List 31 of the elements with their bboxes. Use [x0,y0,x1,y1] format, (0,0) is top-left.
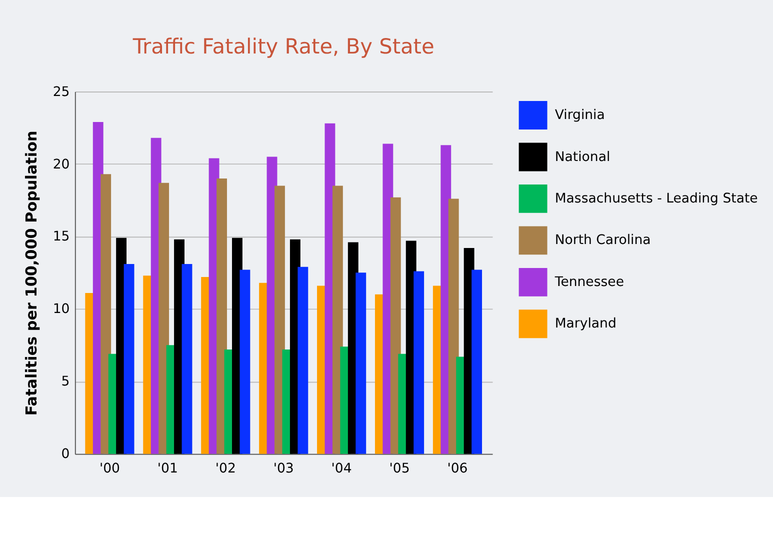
y-tick-label: 5 [61,374,70,390]
x-tick-label: '04 [331,461,352,476]
bar [356,272,366,454]
bar [298,266,308,454]
bar [240,270,250,454]
y-tick-label: 15 [52,230,70,245]
x-tick-label: '02 [215,461,236,476]
bar [216,178,227,454]
y-tick-label: 20 [52,157,70,172]
legend-label: Tennessee [554,274,624,290]
y-tick-label: 10 [52,302,70,318]
y-tick-label: 0 [61,447,70,462]
x-tick-label: '00 [99,461,120,476]
x-tick-label: '06 [447,461,468,476]
x-tick-label: '05 [389,461,410,476]
bar [182,264,192,454]
x-tick-label: '03 [273,461,294,476]
bar [414,271,424,454]
y-tick-label: 25 [52,84,70,100]
y-axis-title: Fatalities per 100,000 Population [22,130,41,416]
x-tick-label: '01 [157,461,178,476]
bar [158,182,170,454]
legend-label: Maryland [554,316,616,332]
legend-label: Virginia [554,108,605,124]
bar [472,270,482,454]
legend-label: National [554,150,610,165]
bar [124,264,134,454]
bar [100,174,112,454]
legend-label: Massachusetts - Leading State [554,192,758,206]
legend-label: North Carolina [554,233,651,248]
chart-title: Traffic Fatality Rate, By State [132,34,434,59]
